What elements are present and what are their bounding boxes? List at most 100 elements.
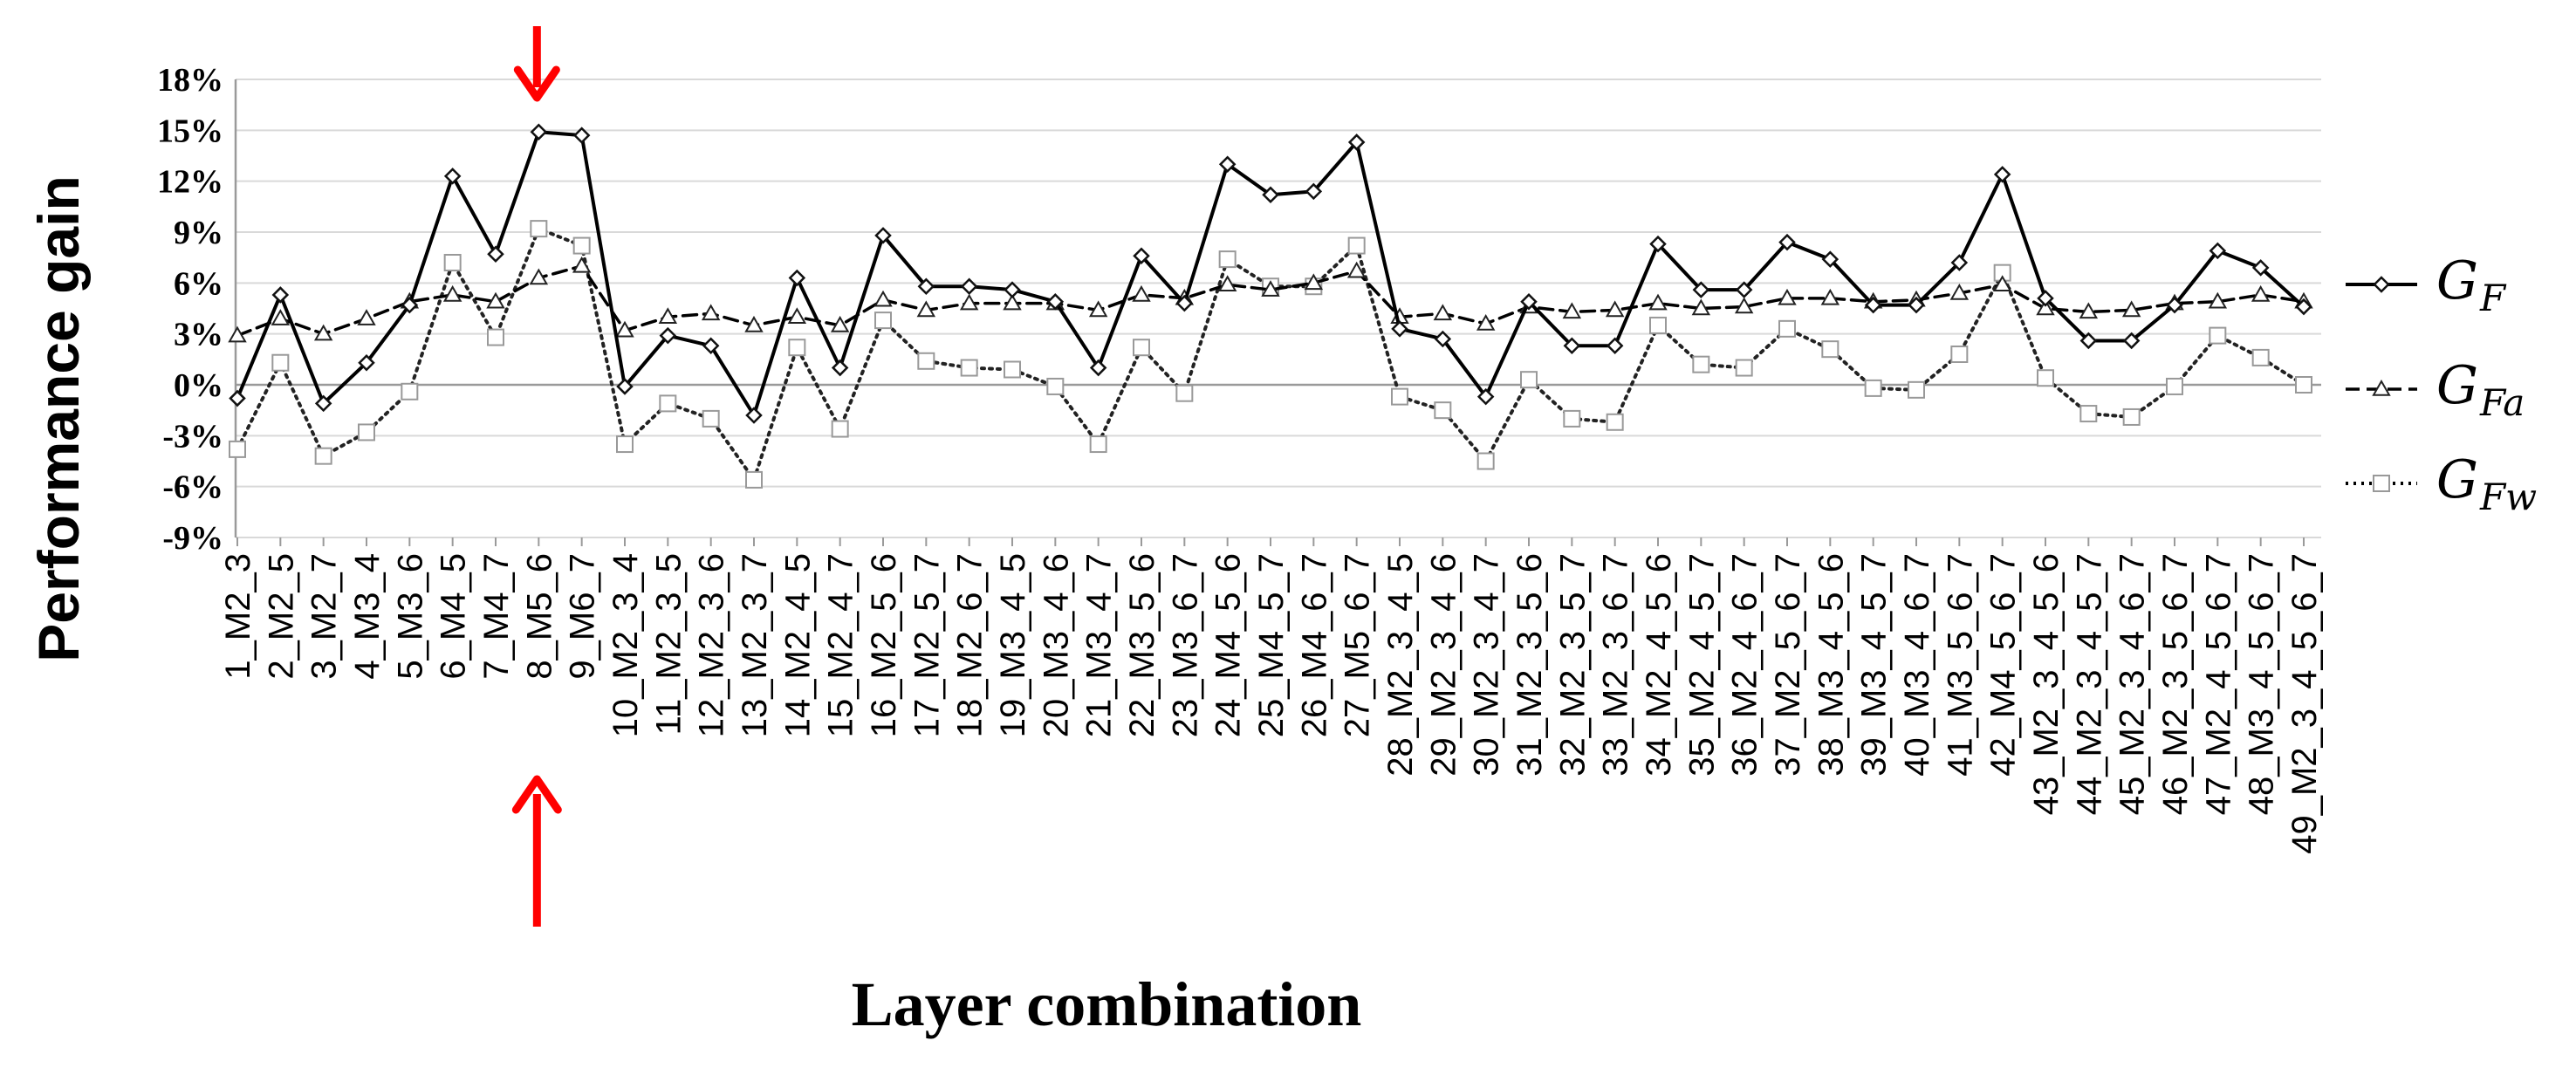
data-point-G_F <box>358 353 375 372</box>
data-point-G_Fw <box>1606 413 1624 431</box>
x-tick-label: 14_M2_4_5 <box>778 553 817 737</box>
data-point-G_Fa <box>830 315 850 332</box>
x-tick-label: 43_M2_3_4_5_6 <box>2027 553 2066 815</box>
red-arrow-down <box>513 26 560 102</box>
legend-entry-G_Fa: GFa <box>2346 355 2525 424</box>
x-tick-label: 2_M2_5 <box>262 553 300 680</box>
grid-layer <box>236 79 2321 538</box>
data-point-G_F <box>1520 292 1538 311</box>
x-tick-label: 47_M2_4_5_6_7 <box>2199 553 2237 815</box>
data-point-G_F <box>874 227 892 244</box>
y-tick-label: 9% <box>174 215 223 251</box>
x-tick-label: 10_M2_3_4 <box>606 553 645 737</box>
data-point-G_F <box>1821 250 1840 268</box>
annotation-layer <box>511 26 562 927</box>
data-point-G_F <box>960 277 978 295</box>
data-point-G_F <box>443 168 462 185</box>
data-point-G_F <box>616 378 634 395</box>
x-tick-label: 40_M3_4_6_7 <box>1898 553 1936 777</box>
y-tick-label: 6% <box>174 265 223 302</box>
legend-label: GF <box>2436 250 2507 319</box>
data-point-G_F <box>788 269 806 287</box>
data-point-G_F <box>831 359 849 377</box>
x-tick-label: 27_M5_6_7 <box>1339 553 1377 737</box>
data-point-G_Fa <box>1605 300 1625 318</box>
data-point-G_F <box>487 245 504 264</box>
data-point-G_Fa <box>1003 293 1022 311</box>
data-point-G_Fa <box>1778 288 1797 305</box>
data-point-G_Fa <box>2208 291 2228 309</box>
x-tick-label: 13_M2_3_7 <box>736 553 774 737</box>
data-point-G_Fw <box>1476 452 1495 470</box>
x-tick-label: 16_M2_5_6 <box>865 553 903 737</box>
x-tick-label: 6_M4_5 <box>435 553 473 680</box>
x-tick-label: 42_M4_5_6_7 <box>1984 553 2023 777</box>
x-tick-label: 32_M2_3_5_7 <box>1553 553 1592 777</box>
x-tick-label: 49_M2_3_4_5_6_7 <box>2285 553 2324 854</box>
legend-entry-G_Fw: GFw <box>2346 449 2537 518</box>
x-tick-label: 41_M3_5_6_7 <box>1941 553 1979 777</box>
data-point-G_Fw <box>1735 359 1753 377</box>
series-G_Fa <box>228 256 2313 343</box>
data-point-G_Fa <box>228 325 247 343</box>
data-point-G_Fw <box>1692 355 1710 373</box>
legend-label-sub: Fw <box>2479 476 2537 518</box>
data-point-G_Fw <box>1218 250 1237 269</box>
y-tick-label: -9% <box>162 520 223 557</box>
data-point-G_Fw <box>2251 348 2270 366</box>
legend-label-base: G <box>2436 355 2478 416</box>
data-point-G_Fw <box>1520 371 1538 389</box>
data-point-G_F <box>2251 259 2270 277</box>
data-point-G_Fw <box>229 440 246 458</box>
data-point-G_Fw <box>2295 376 2312 394</box>
y-tick-label: 18% <box>157 62 223 99</box>
x-tick-label: 12_M2_3_6 <box>693 553 731 737</box>
data-point-G_F <box>917 277 935 295</box>
x-tick-label: 11_M2_3_5 <box>649 553 688 735</box>
data-point-G_Fw <box>659 394 677 413</box>
data-point-G_Fa <box>2251 284 2271 302</box>
data-point-G_F <box>1735 281 1753 298</box>
legend-label-base: G <box>2436 250 2478 312</box>
data-point-G_Fa <box>1261 280 1280 297</box>
series-G_F <box>229 123 2312 424</box>
data-point-G_Fa <box>486 291 505 309</box>
y-tick-label: 12% <box>157 164 223 201</box>
data-point-G_F <box>1692 281 1710 298</box>
data-point-G_F <box>1089 359 1107 377</box>
data-point-G_F <box>1391 320 1408 338</box>
x-tick-label: 21_M3_4_7 <box>1080 553 1119 737</box>
data-point-G_Fa <box>1217 275 1237 292</box>
data-point-G_Fw <box>1908 380 1925 399</box>
series-G_Fw <box>229 220 2312 489</box>
data-point-G_F <box>1347 134 1366 151</box>
legend-label: GFw <box>2436 449 2537 518</box>
data-point-G_Fw <box>1864 379 1882 397</box>
data-point-G_Fw <box>1821 340 1840 359</box>
data-point-G_Fa <box>916 300 936 318</box>
data-point-G_Fw <box>745 470 763 489</box>
data-point-G_Fw <box>358 423 375 442</box>
x-tick-label: 7_M4_7 <box>477 553 516 680</box>
data-point-G_F <box>702 337 720 355</box>
x-tick-label: 23_M3_6_7 <box>1166 553 1204 737</box>
data-point-G_F <box>1476 387 1495 406</box>
data-point-G_Fw <box>1563 409 1581 428</box>
series-layer <box>228 123 2313 489</box>
data-point-G_Fw <box>788 339 806 357</box>
legend-marker <box>2373 276 2390 293</box>
data-point-G_F <box>1993 166 2011 183</box>
data-point-G_Fa <box>271 309 291 325</box>
data-point-G_Fw <box>1347 236 1366 255</box>
data-point-G_F <box>401 296 419 314</box>
x-tick-label: 20_M3_4_6 <box>1037 553 1075 737</box>
data-point-G_Fa <box>2079 302 2099 319</box>
data-point-G_Fa <box>357 309 376 325</box>
x-tick-label: 8_M5_6 <box>520 553 558 680</box>
x-tick-label: 19_M3_4_5 <box>994 553 1032 737</box>
data-point-G_F <box>1778 233 1796 251</box>
data-point-G_F <box>2122 332 2141 350</box>
data-point-G_Fw <box>702 409 720 428</box>
data-point-G_Fw <box>1004 360 1021 379</box>
